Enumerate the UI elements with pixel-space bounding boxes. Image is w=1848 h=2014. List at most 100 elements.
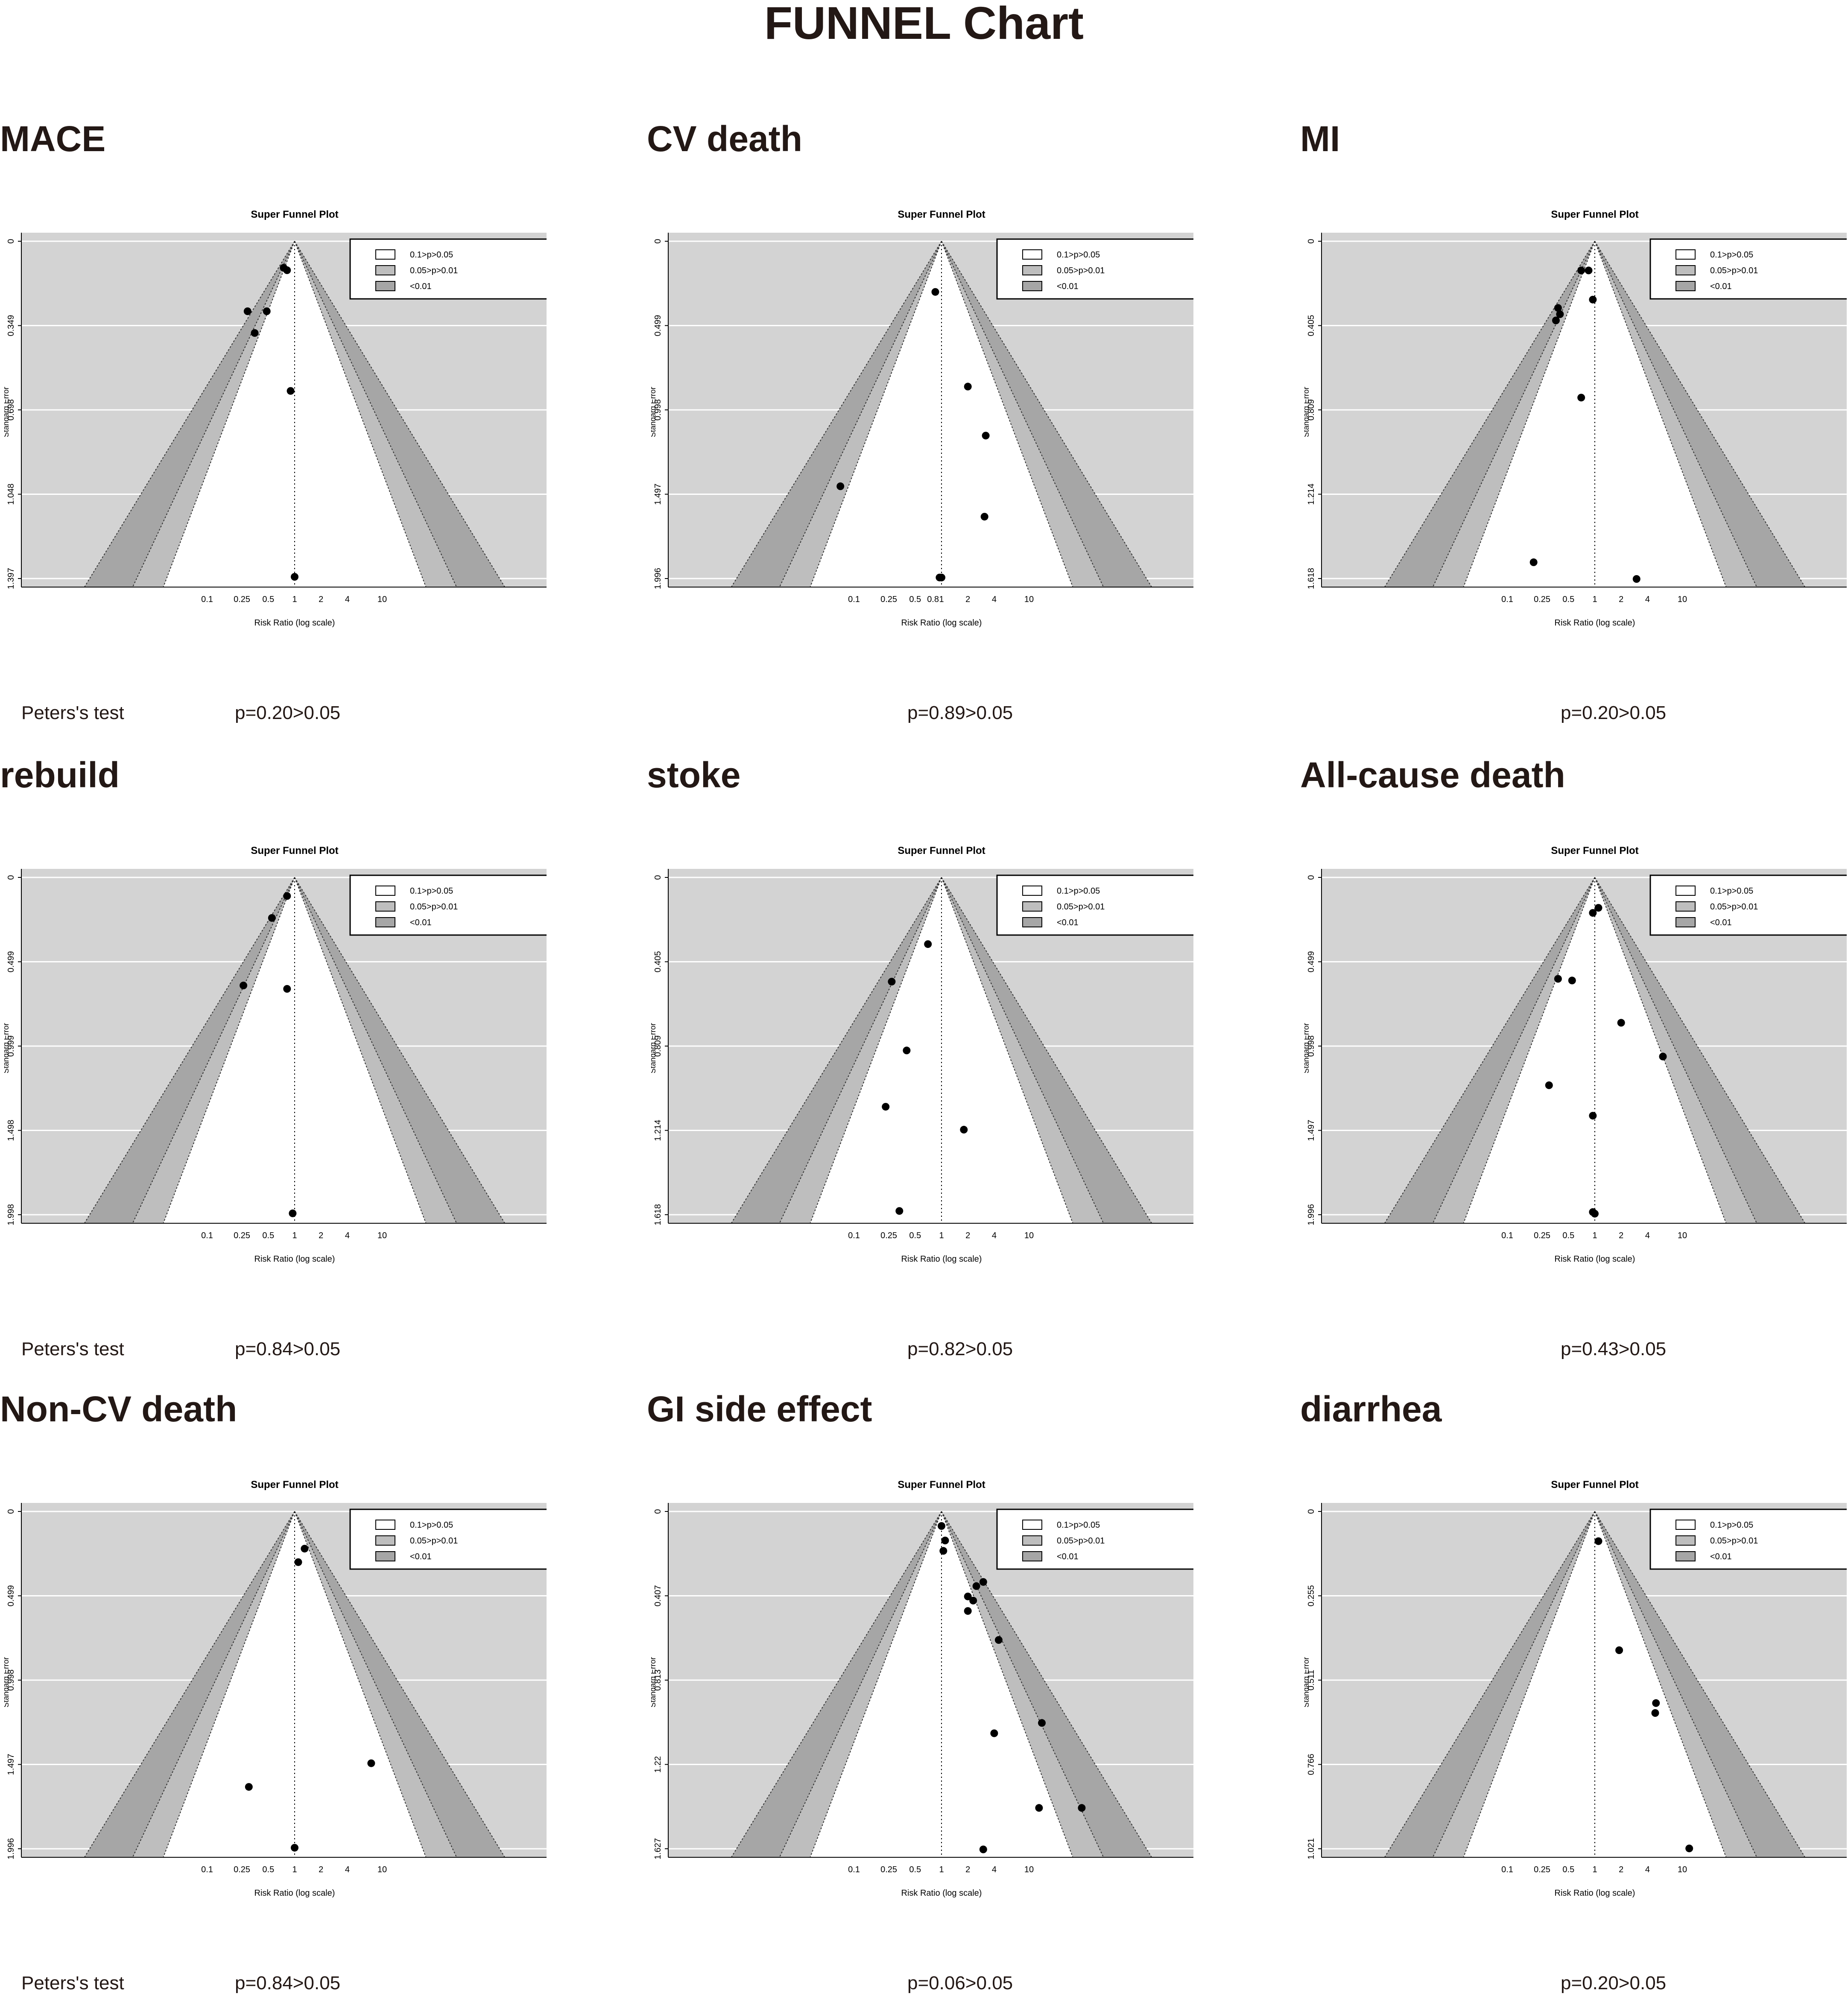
x-tick-label: 2 bbox=[319, 1231, 323, 1240]
data-point bbox=[1651, 1709, 1659, 1717]
funnel-boundary bbox=[132, 241, 295, 588]
legend-label: <0.01 bbox=[1057, 918, 1079, 927]
data-point bbox=[1035, 1804, 1043, 1812]
plot-title: Super Funnel Plot bbox=[251, 845, 338, 856]
x-tick-label: 0.1 bbox=[848, 1865, 860, 1874]
x-axis-label: Risk Ratio (log scale) bbox=[254, 1888, 335, 1898]
data-point bbox=[1594, 1537, 1602, 1545]
funnel-boundary bbox=[941, 1511, 1104, 1858]
legend-swatch bbox=[1022, 886, 1042, 896]
legend-swatch bbox=[375, 281, 395, 291]
funnel-boundary bbox=[163, 241, 295, 588]
x-tick-label: 10 bbox=[1678, 595, 1687, 604]
x-axis-label: Risk Ratio (log scale) bbox=[1555, 1888, 1635, 1898]
funnel-boundary bbox=[294, 877, 427, 1224]
y-tick-label: 0.255 bbox=[1307, 1585, 1316, 1606]
y-tick-label: 1.397 bbox=[6, 568, 16, 589]
funnel-boundary bbox=[941, 241, 1073, 588]
legend-swatch bbox=[1022, 1551, 1042, 1561]
panel-title: MACE bbox=[0, 119, 106, 159]
y-tick-label: 1.497 bbox=[6, 1754, 16, 1775]
legend: 0.1>p>0.05 0.05>p>0.01 <0.01 bbox=[1649, 238, 1847, 300]
data-point bbox=[245, 1783, 253, 1791]
x-tick-label: 0.1 bbox=[848, 1231, 860, 1240]
data-point bbox=[1685, 1844, 1693, 1853]
data-point bbox=[1659, 1052, 1667, 1061]
x-tick-label: 0.1 bbox=[1501, 595, 1513, 604]
y-tick-label: 0.405 bbox=[1307, 315, 1316, 336]
y-tick-label: 1.618 bbox=[1307, 568, 1316, 589]
legend-label: 0.05>p>0.01 bbox=[410, 266, 458, 275]
y-tick-label: 0.998 bbox=[6, 1669, 16, 1691]
legend-swatch bbox=[1675, 886, 1696, 896]
funnel-plot: Super Funnel Plot 0 0.349 0.698 1.048 1.397 St… bbox=[4, 209, 547, 628]
y-axis-label: Standard Error bbox=[1304, 1023, 1310, 1073]
funnel-boundary bbox=[1594, 241, 1727, 588]
data-point bbox=[1577, 266, 1585, 275]
y-tick-label: 0 bbox=[1307, 239, 1316, 243]
data-point bbox=[924, 940, 932, 948]
funnel-boundary bbox=[779, 1511, 942, 1858]
data-point bbox=[1552, 316, 1560, 324]
data-point bbox=[960, 1125, 968, 1134]
x-tick-label: 2 bbox=[1619, 1231, 1623, 1240]
funnel-boundary bbox=[941, 241, 1104, 588]
x-tick-label: 10 bbox=[1678, 1231, 1687, 1240]
p-value: p=0.06>0.05 bbox=[907, 1973, 1013, 1994]
legend-label: 0.1>p>0.05 bbox=[1057, 250, 1100, 260]
y-tick-label: 1.627 bbox=[653, 1838, 663, 1859]
funnel-boundary bbox=[731, 241, 942, 588]
data-point bbox=[1038, 1719, 1046, 1727]
legend-label: <0.01 bbox=[1710, 282, 1732, 291]
legend-swatch bbox=[375, 249, 395, 260]
x-tick-label: 2 bbox=[1619, 1865, 1623, 1874]
data-point bbox=[964, 383, 972, 391]
funnel-boundary bbox=[84, 241, 295, 588]
y-tick-label: 0.999 bbox=[6, 1035, 16, 1057]
data-point bbox=[990, 1729, 998, 1737]
data-point bbox=[1617, 1019, 1625, 1027]
y-axis-label: Standard Error bbox=[651, 1657, 657, 1707]
funnel-plot: Super Funnel Plot 0 0.499 0.999 1.498 1.998 St… bbox=[4, 845, 547, 1264]
data-point bbox=[1577, 394, 1585, 402]
x-tick-label: 4 bbox=[1645, 595, 1650, 604]
x-tick-label: 1 bbox=[1592, 595, 1597, 604]
legend-swatch bbox=[375, 886, 395, 896]
y-tick-label: 0.809 bbox=[653, 1035, 663, 1057]
x-tick-label: 0.5 bbox=[262, 1231, 274, 1240]
panel-title: rebuild bbox=[0, 755, 120, 795]
data-point bbox=[979, 1845, 987, 1853]
legend-swatch bbox=[1022, 1535, 1042, 1546]
x-tick-label: 10 bbox=[377, 1231, 387, 1240]
data-point bbox=[836, 482, 845, 490]
legend-label: 0.1>p>0.05 bbox=[1057, 1520, 1100, 1530]
legend-label: 0.05>p>0.01 bbox=[1057, 266, 1105, 275]
funnel-plot: Super Funnel Plot 0 0.499 0.998 1.497 1.996 St… bbox=[4, 1479, 547, 1898]
data-point bbox=[895, 1207, 904, 1215]
p-value: p=0.20>0.05 bbox=[1561, 702, 1667, 723]
legend-label: <0.01 bbox=[410, 1552, 432, 1561]
data-point bbox=[294, 1558, 302, 1566]
funnel-boundary bbox=[1432, 877, 1595, 1224]
y-tick-label: 0.499 bbox=[6, 1585, 16, 1606]
x-tick-label: 0.25 bbox=[234, 595, 250, 604]
legend-label: 0.05>p>0.01 bbox=[1710, 1536, 1758, 1546]
funnel-boundary bbox=[941, 241, 1152, 588]
x-tick-label: 0.25 bbox=[1534, 1865, 1550, 1874]
y-tick-label: 1.22 bbox=[653, 1756, 663, 1773]
funnel-boundary bbox=[810, 241, 942, 588]
x-tick-label: 2 bbox=[965, 595, 970, 604]
panel-title: diarrhea bbox=[1300, 1389, 1442, 1429]
funnel-boundary bbox=[294, 1511, 506, 1858]
y-tick-label: 1.618 bbox=[653, 1204, 663, 1225]
x-tick-label: 0.1 bbox=[1501, 1865, 1513, 1874]
x-tick-label: 1 bbox=[1592, 1865, 1597, 1874]
legend-label: <0.01 bbox=[410, 282, 432, 291]
plot-title: Super Funnel Plot bbox=[1551, 209, 1638, 220]
x-tick-label: 1 bbox=[292, 595, 297, 604]
y-tick-label: 1.996 bbox=[6, 1838, 16, 1859]
panel-title: CV death bbox=[647, 119, 803, 159]
y-tick-label: 0.998 bbox=[653, 399, 663, 421]
p-value: p=0.20>0.05 bbox=[1561, 1973, 1667, 1994]
x-tick-label: 0.5 bbox=[262, 1865, 274, 1874]
